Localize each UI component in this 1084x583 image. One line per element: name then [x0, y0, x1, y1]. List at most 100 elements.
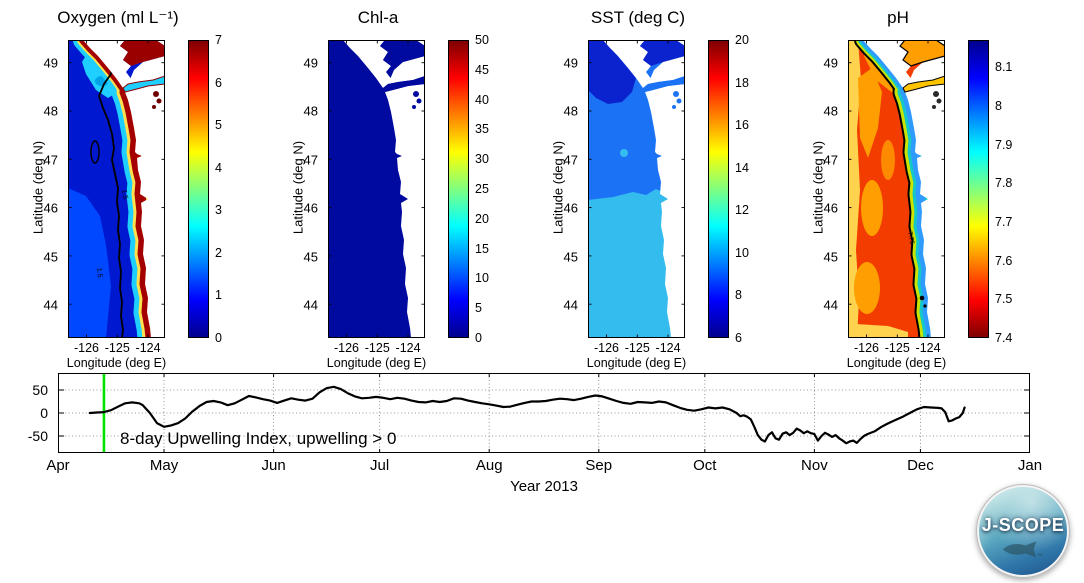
- longitude-tick-label: -126: [333, 341, 359, 355]
- colorbar-tick-label: 7.9: [995, 137, 1013, 152]
- latitude-tick-label: 44: [43, 297, 58, 313]
- longitude-axis-label: Longitude (deg E): [66, 356, 167, 370]
- chla-colorbar: 0 5 10 15 20 25 30 35 40 45 50: [448, 33, 508, 345]
- colorbar-tick-label: 20: [735, 33, 749, 47]
- longitude-axis-label: Longitude (deg E): [846, 356, 947, 370]
- svg-text:1.5: 1.5: [95, 268, 103, 278]
- timeseries-y-tick-label: -50: [27, 427, 48, 444]
- timeseries-plot-area: 8-day Upwelling Index, upwelling > 0: [58, 373, 1030, 453]
- month-tick-label: Dec: [907, 457, 934, 474]
- colorbar-tick-label: 5: [475, 301, 482, 316]
- ph-map: 7.75: [848, 40, 945, 338]
- panel-title-sst: SST (deg C): [590, 8, 686, 27]
- colorbar-tick-label: 2: [215, 245, 222, 260]
- longitude-tick-label: -125: [624, 341, 650, 355]
- longitude-tick-label: -126: [593, 341, 619, 355]
- panel-chla: Chl-a Latitude (deg N) 49 48 47 46 45 44 -126…: [280, 0, 530, 372]
- month-tick-label: Sep: [585, 457, 613, 474]
- chla-map: [328, 40, 425, 338]
- colorbar-tick-label: 10: [735, 245, 749, 260]
- month-tick-label: Jan: [1017, 457, 1043, 474]
- fish-icon: [1002, 541, 1044, 558]
- latitude-tick-label: 49: [823, 55, 838, 71]
- month-tick-label: Apr: [46, 457, 70, 474]
- latitude-tick-label: 45: [563, 249, 578, 265]
- month-tick-label: Jun: [261, 457, 286, 474]
- upwelling-index-plot: [58, 373, 1030, 453]
- upwelling-timeseries-panel: 50 0 -50 8-day Upwelling Index, upwelling …: [0, 368, 1084, 508]
- colorbar-tick-labels: 7.4 7.5 7.6 7.7 7.8 7.9 8 8.1: [995, 40, 1028, 345]
- colorbar-tick-labels: 0 5 10 15 20 25 30 35 40 45 50: [475, 33, 508, 345]
- longitude-tick-labels: -126 -125 -124: [68, 341, 165, 357]
- latitude-tick-labels: 49 48 47 46 45 44: [280, 40, 324, 338]
- colorbar-tick-label: 40: [475, 92, 489, 107]
- colorbar-tick-label: 20: [475, 211, 489, 226]
- colorbar-tick-label: 15: [475, 241, 489, 256]
- colorbar-tick-label: 7: [215, 33, 222, 47]
- colorbar-tick-label: 14: [735, 160, 749, 175]
- colorbar-tick-label: 30: [475, 152, 489, 167]
- jscope-logo-text: J-SCOPE: [981, 515, 1065, 536]
- panel-title-oxygen: Oxygen (ml L⁻¹): [57, 8, 179, 27]
- longitude-axis-label: Longitude (deg E): [326, 356, 427, 370]
- latitude-tick-label: 46: [43, 200, 58, 216]
- colorbar-gradient: [708, 40, 729, 338]
- latitude-tick-labels: 49 48 47 46 45 44: [540, 40, 584, 338]
- longitude-tick-label: -124: [135, 341, 161, 355]
- colorbar-tick-label: 6: [215, 75, 222, 90]
- colorbar-tick-label: 6: [735, 331, 742, 345]
- colorbar-tick-label: 35: [475, 122, 489, 137]
- colorbar-tick-label: 8.1: [995, 60, 1013, 75]
- colorbar-tick-label: 8: [995, 98, 1002, 113]
- latitude-tick-label: 45: [823, 249, 838, 265]
- ph-colorbar: 7.4 7.5 7.6 7.7 7.8 7.9 8 8.1: [968, 40, 1028, 345]
- colorbar-tick-label: 1: [215, 288, 222, 303]
- jscope-logo-ocean-scene: J-SCOPE: [979, 487, 1067, 575]
- longitude-tick-labels: -126 -125 -124: [588, 341, 685, 357]
- longitude-tick-label: -124: [395, 341, 421, 355]
- latitude-tick-label: 47: [303, 152, 318, 168]
- latitude-tick-label: 49: [563, 55, 578, 71]
- upwelling-annotation: 8-day Upwelling Index, upwelling > 0: [120, 429, 397, 448]
- colorbar-gradient: [448, 40, 469, 338]
- colorbar-tick-label: 16: [735, 118, 749, 133]
- month-tick-labels: Apr May Jun Jul Aug Sep Oct Nov Dec Jan: [46, 457, 1042, 475]
- colorbar-tick-label: 50: [475, 33, 489, 47]
- latitude-tick-label: 47: [563, 152, 578, 168]
- longitude-tick-label: -124: [655, 341, 681, 355]
- latitude-tick-label: 48: [823, 103, 838, 119]
- latitude-tick-label: 44: [303, 297, 318, 313]
- longitude-tick-label: -125: [104, 341, 130, 355]
- latitude-tick-label: 44: [563, 297, 578, 313]
- latitude-tick-label: 46: [823, 200, 838, 216]
- latitude-tick-label: 47: [43, 152, 58, 168]
- colorbar-tick-label: 7.6: [995, 253, 1013, 268]
- colorbar-tick-label: 0: [215, 331, 222, 345]
- latitude-tick-labels: 49 48 47 46 45 44: [20, 40, 64, 338]
- latitude-tick-label: 49: [43, 55, 58, 71]
- oxygen-colorbar: 0 1 2 3 4 5 6 7: [188, 33, 248, 345]
- latitude-tick-label: 44: [823, 297, 838, 313]
- panel-title-chla: Chl-a: [357, 8, 399, 27]
- latitude-tick-label: 45: [43, 249, 58, 265]
- colorbar-tick-label: 45: [475, 62, 489, 77]
- month-tick-label: Oct: [693, 457, 717, 474]
- colorbar-tick-label: 3: [215, 203, 222, 218]
- timeseries-x-axis-label: Year 2013: [510, 478, 578, 495]
- colorbar-tick-label: 7.4: [995, 331, 1013, 345]
- latitude-tick-label: 46: [563, 200, 578, 216]
- longitude-tick-labels: -126 -125 -124: [848, 341, 945, 357]
- panel-ph: pH Latitude (deg N) 49 48 47 46 45 44 7.75 -1…: [800, 0, 1050, 372]
- latitude-tick-label: 49: [303, 55, 318, 71]
- longitude-tick-labels: -126 -125 -124: [328, 341, 425, 357]
- latitude-tick-labels: 49 48 47 46 45 44: [800, 40, 844, 338]
- longitude-tick-label: -124: [915, 341, 941, 355]
- longitude-tick-label: -126: [73, 341, 99, 355]
- panel-sst: SST (deg C) Latitude (deg N) 49 48 47 46 45 4…: [540, 0, 790, 372]
- latitude-tick-label: 48: [303, 103, 318, 119]
- panel-title-ph: pH: [887, 8, 909, 27]
- month-tick-label: Nov: [801, 457, 828, 474]
- colorbar-tick-label: 0: [475, 331, 482, 345]
- latitude-tick-label: 48: [43, 103, 58, 119]
